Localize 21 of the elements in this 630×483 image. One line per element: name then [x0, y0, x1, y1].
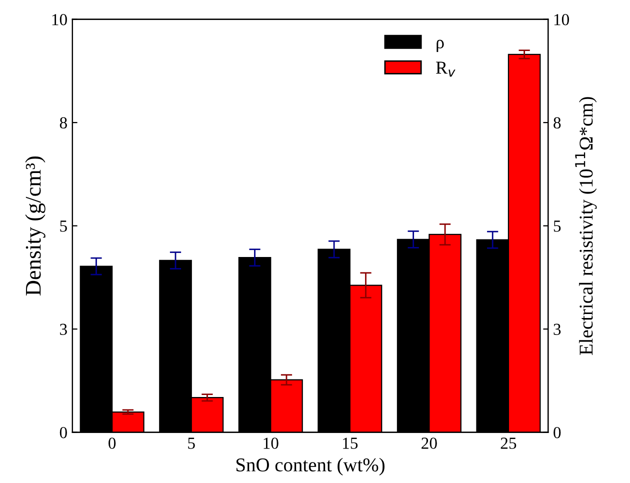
x-tick-label: 0	[108, 438, 116, 449]
x-tick-label: 15	[343, 438, 358, 449]
y2-tick-label: 0	[554, 426, 561, 438]
y-tick-label: 3	[60, 324, 67, 335]
x-tick-label: 5	[188, 438, 195, 449]
y-axis-title: Density (g/cm³)	[25, 156, 46, 296]
y2-tick-label: 8	[554, 117, 561, 129]
y2-tick-label: 5	[554, 220, 561, 232]
y2-tick-label: 3	[554, 324, 561, 335]
x-axis-title: SnO content (wt%)	[236, 458, 384, 476]
y2-axis-title: Electrical resistivity (10$^{11}$Ω*cm)	[575, 97, 597, 355]
y-tick-label: 0	[60, 426, 67, 438]
legend-label: R$_{v}$	[436, 62, 456, 77]
y-tick-label: 5	[60, 220, 67, 232]
x-tick-label: 20	[422, 438, 437, 449]
x-tick-label: 25	[500, 438, 516, 449]
y-tick-label: 10	[52, 14, 67, 26]
legend-label: ρ	[436, 40, 444, 52]
y2-tick-label: 10	[554, 14, 569, 26]
x-tick-label: 10	[264, 438, 278, 449]
y-tick-label: 8	[60, 117, 67, 129]
